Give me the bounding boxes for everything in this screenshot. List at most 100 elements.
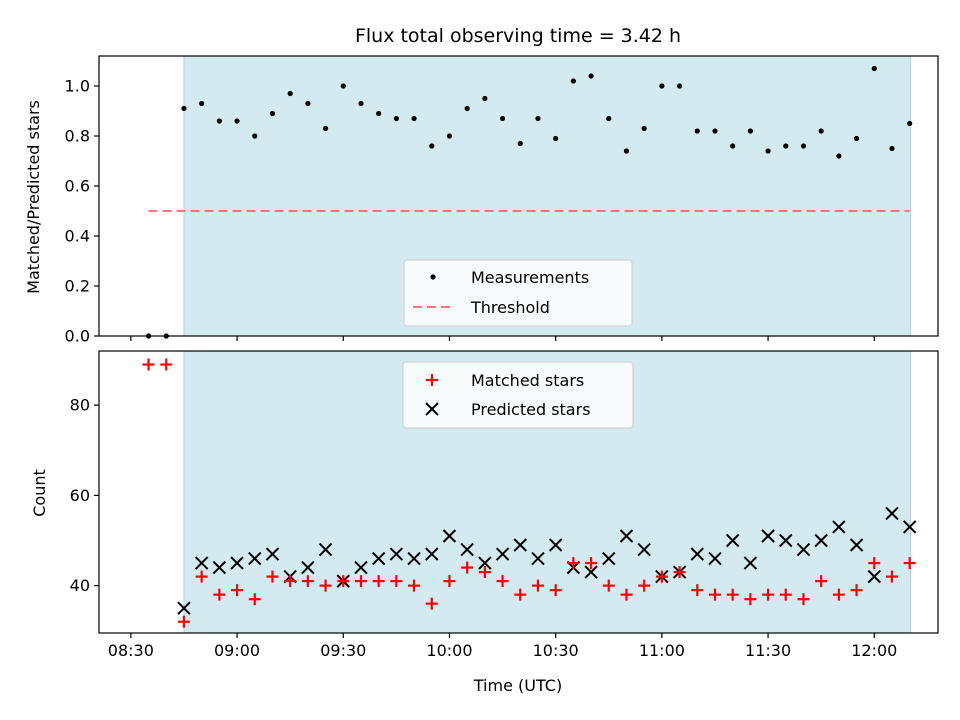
legend-predicted-label: Predicted stars (471, 400, 591, 419)
predicted-star-marker (442, 529, 457, 543)
bottom-x-ticks: 08:30 09:00 09:30 10:00 10:30 11:00 11:30 12:00 (108, 633, 897, 660)
top-y-tick-label: 1.0 (65, 77, 90, 96)
legend-matched-marker (426, 374, 438, 386)
top-y-tick-label: 0.8 (65, 127, 90, 146)
matched-star-marker (231, 584, 244, 597)
matched-star-marker (832, 588, 845, 601)
measurement-point (889, 145, 895, 152)
top-y-axis-label: Matched/Predicted stars (24, 100, 43, 294)
matched-star-marker (177, 615, 190, 628)
matched-star-marker (744, 593, 757, 606)
bottom-x-tick-label: 10:30 (533, 641, 579, 660)
bottom-y-ticks: 40 60 80 (70, 396, 99, 595)
top-y-tick-label: 0.6 (65, 177, 90, 196)
bottom-legend: Matched stars Predicted stars (402, 361, 634, 429)
top-axes-frame (98, 55, 939, 337)
predicted-star-marker (425, 547, 439, 561)
predicted-star-marker (389, 547, 404, 561)
predicted-star-marker (832, 520, 846, 534)
measurement-point (305, 100, 311, 107)
measurement-point (376, 110, 382, 117)
measurement-point (234, 118, 240, 124)
measurement-point (623, 148, 630, 154)
measurement-points (145, 65, 913, 339)
measurement-point (712, 128, 718, 134)
predicted-star-marker (265, 547, 280, 561)
matched-star-marker (868, 557, 881, 570)
matched-star-marker (779, 588, 792, 601)
measurement-point (553, 135, 559, 142)
top-panel: 0.0 0.2 0.4 0.6 0.8 1.0 Flux total observing … (24, 25, 939, 346)
bottom-x-tick-label: 09:00 (214, 641, 260, 660)
predicted-star-marker (548, 538, 563, 552)
legend-matched-label: Matched stars (471, 371, 584, 390)
measurement-point (836, 153, 842, 159)
predicted-star-marker (407, 551, 421, 566)
measurement-point (535, 115, 541, 122)
matched-star-marker (284, 575, 297, 588)
predicted-star-marker (371, 551, 386, 566)
measurement-point (393, 115, 399, 122)
matched-star-marker (620, 588, 633, 601)
bottom-y-tick-label: 40 (70, 576, 90, 595)
bottom-x-tick-label: 12:00 (851, 641, 897, 660)
measurement-point (517, 140, 523, 147)
matched-star-marker (885, 570, 898, 583)
bottom-x-tick-label: 11:00 (639, 641, 685, 660)
matched-star-marker (850, 584, 863, 597)
predicted-star-marker (761, 529, 775, 543)
predicted-star-marker (619, 529, 634, 543)
measurement-point (907, 120, 913, 127)
measurement-point (676, 83, 683, 89)
predicted-star-marker (690, 547, 704, 561)
matched-star-marker (726, 588, 739, 601)
measurement-point (216, 118, 222, 124)
measurement-point (694, 128, 700, 134)
predicted-star-marker (230, 556, 244, 570)
matched-star-marker (478, 566, 491, 579)
predicted-star-marker (531, 551, 545, 566)
matched-star-marker (762, 588, 775, 601)
predicted-star-marker (814, 533, 828, 548)
predicted-star-marker (354, 560, 368, 575)
measurement-point (446, 133, 453, 139)
top-legend-box (403, 259, 633, 327)
measurement-point (730, 143, 736, 149)
matched-star-marker (585, 557, 598, 570)
measurement-point (853, 135, 860, 142)
measurement-point (641, 125, 647, 132)
bottom-x-tick-label: 10:00 (426, 641, 472, 660)
predicted-star-marker (867, 569, 881, 584)
matched-star-marker (266, 570, 279, 583)
matched-star-marker (655, 570, 668, 583)
predicted-star-marker (495, 547, 510, 561)
bottom-x-tick-label: 11:30 (745, 641, 791, 660)
predicted-star-marker (902, 520, 917, 534)
predicted-star-marker (513, 538, 527, 552)
measurement-point (287, 90, 293, 97)
matched-star-marker (160, 358, 173, 371)
matched-star-marker (195, 570, 208, 583)
measurement-point (570, 78, 576, 84)
predicted-star-marker (743, 556, 758, 570)
matched-star-marker (602, 579, 615, 592)
measurement-point (322, 125, 329, 132)
measurement-point (464, 105, 470, 112)
measurement-point (482, 95, 488, 102)
measurement-point (269, 110, 276, 117)
predicted-star-marker (584, 565, 598, 579)
measurement-point (429, 143, 435, 149)
predicted-star-marker (248, 551, 262, 566)
matched-star-marker (390, 575, 403, 588)
matched-star-marker (372, 575, 385, 588)
predicted-star-marker (177, 601, 191, 615)
measurement-point (181, 105, 187, 112)
bottom-y-tick-label: 80 (70, 396, 90, 415)
measurement-point (800, 143, 807, 149)
matched-star-marker (425, 597, 438, 610)
matched-star-marker (638, 579, 651, 592)
measurement-point (659, 83, 665, 89)
bottom-panel: 40 60 80 08:30 09:00 09:30 10:00 10:30 11:00 11:… (30, 350, 939, 695)
measurement-point (871, 65, 877, 72)
